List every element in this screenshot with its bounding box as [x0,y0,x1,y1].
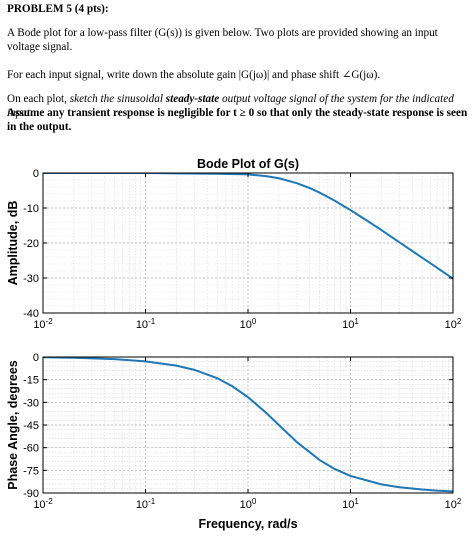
series-line [43,357,453,493]
instruction-sketch-italic-end: output voltage signal of the system for … [7,93,454,119]
y-tick-label: -30 [23,273,39,285]
problem-heading: PROBLEM 5 (4 pts): [7,3,109,15]
x-tick-label: 101 [342,317,359,331]
y-tick-label: -40 [23,308,39,320]
y-tick-label: -60 [23,443,39,455]
y-tick-label: 0 [33,352,39,364]
y-tick-label: -90 [23,488,39,500]
x-tick-label: 10-1 [136,317,156,331]
instruction-sketch-steady-state: steady-state [165,93,220,105]
instruction-sketch-italic: sketch the sinusoidal [69,93,166,105]
x-tick-label: 102 [445,317,462,331]
x-axis-label: Frequency, rad/s [198,517,297,531]
instruction-sketch-lead: On each plot, [7,93,70,105]
problem-intro: A Bode plot for a low-pass filter (G(s))… [7,27,438,53]
x-tick-label: 10-2 [33,497,53,511]
x-tick-label: 100 [240,497,257,511]
y-tick-label: -20 [23,238,39,250]
y-axis-label: Phase Angle, degrees [6,360,20,489]
y-tick-label: -45 [23,420,39,432]
instruction-gain-phase: For each input signal, write down the ab… [7,69,381,81]
y-tick-label: 0 [33,168,39,180]
y-axis-label: Amplitude, dB [6,201,20,286]
x-tick-label: 10-1 [136,497,156,511]
x-tick-label: 102 [445,497,462,511]
instruction-transient: Assume any transient response is negligi… [7,107,468,133]
x-tick-label: 101 [342,497,359,511]
y-tick-label: -10 [23,203,39,215]
instruction-sketch: On each plot, sketch the sinusoidal stea… [7,92,469,120]
chart-title: Bode Plot of G(s) [197,157,299,171]
y-tick-label: -30 [23,397,39,409]
x-tick-label: 100 [240,317,257,331]
x-tick-label: 10-2 [33,317,53,331]
y-tick-label: -15 [23,375,39,387]
y-tick-label: -75 [23,465,39,477]
